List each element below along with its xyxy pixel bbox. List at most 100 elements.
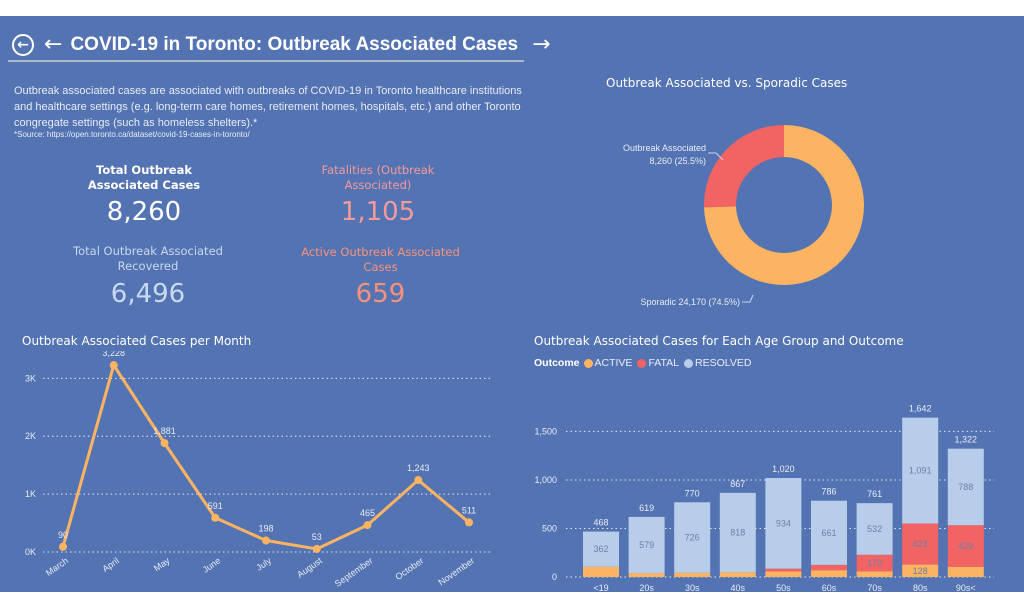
bar-ytick-label: 1,000 [534,475,557,485]
bar-segment-active [628,573,665,577]
line-chart-title: Outbreak Associated Cases per Month [22,334,252,348]
kpi-fatalities-value: 1,105 [340,197,416,227]
bar-segment-fatal [811,564,847,571]
bar-total-label: 619 [639,503,654,513]
bar-total-label: 761 [867,489,882,499]
bar-total-label: 770 [685,488,700,498]
bar-segment-fatal [902,523,939,565]
bar-total-label: 1,642 [909,404,932,414]
bar-total-label: 468 [593,518,608,528]
legend-dot-resolved [684,358,693,368]
bar-xtick-label: 70s [867,583,882,593]
line-data-label: 90 [58,530,68,540]
line-data-label: 1,243 [407,463,430,473]
bar-segment-active [947,566,984,577]
bar-xtick-label: 40s [731,583,746,593]
line-ytick-label: 0K [25,547,36,557]
line-ytick-label: 2K [25,431,36,441]
bar-segment-label: 788 [958,482,973,492]
bar-segment-active [583,566,619,577]
line-xtick-label: June [201,555,223,574]
bar-segment-active [811,570,847,577]
arrow-left-icon[interactable]: ← [44,32,63,57]
legend-dot-fatal [637,358,647,368]
bar-segment-resolved [719,492,756,573]
donut-chart: Outbreak Associated 8,260 (25.5%) Sporadic… [623,125,864,307]
bar-xtick-label: <19 [593,583,608,593]
bar-xtick-label: 90s< [956,583,976,593]
kpi-active-label: Active Outbreak Associated Cases [301,245,460,274]
line-data-label: 511 [462,505,476,515]
bar-ytick-label: 1,500 [534,426,557,436]
donut-leader-sporadic [742,294,754,303]
line-xtick-label: August [295,555,324,580]
source-note: *Source: https://open.toronto.ca/dataset… [14,130,250,139]
line-ytick-label: 1K [25,489,36,499]
bar-xtick-label: 20s [639,583,654,593]
bar-segment-resolved [628,516,665,574]
bar-segment-fatal [856,554,893,572]
kpi-fatalities-label: Fatalities (Outbreak Associated) [321,163,435,192]
line-xtick-label: October [393,555,425,582]
circle-arrow-left-icon[interactable]: ← [12,34,34,56]
bar-segment-active [719,572,756,577]
legend-item-active[interactable]: ACTIVE [583,357,633,369]
legend-title: Outcome [534,357,580,369]
donut-label-outbreak-value: 8,260 (25.5%) [649,156,706,166]
bar-chart-title: Outbreak Associated Cases for Each Age G… [534,334,904,348]
bar-ytick-label: 500 [542,523,557,533]
line-data-label: 3,228 [102,351,125,358]
bar-segment-label: 362 [593,544,608,554]
bar-segment-label: 1,091 [909,466,932,476]
line-xtick-label: July [254,555,273,573]
bar-segment-active [765,571,802,577]
line-point [262,536,270,545]
line-point [465,518,473,527]
arrow-right-icon[interactable]: → [532,32,551,57]
bar-xtick-label: 50s [776,583,791,593]
bar-segment-active [856,571,893,577]
line-point [160,439,169,448]
header-divider [8,60,524,62]
bar-segment-label: 818 [730,528,745,538]
line-xtick-label: March [44,555,70,578]
bar-xtick-label: 30s [685,583,700,593]
line-point [109,361,118,370]
line-xtick-label: May [152,555,172,573]
bar-segment-resolved [765,478,802,569]
legend-item-resolved[interactable]: RESOLVED [684,357,751,369]
legend-item-fatal[interactable]: FATAL [637,357,679,369]
line-chart: 0K 1K 2K 3K 90 March 3,228 April 1,881 May 591 June… [25,351,490,589]
bar-segment-resolved [674,502,711,573]
line-ytick-label: 3K [25,373,36,383]
line-data-label: 53 [312,532,322,542]
bar-segment-active [902,564,939,577]
bar-segment-resolved [811,500,847,565]
line-data-label: 591 [208,501,223,511]
bar-segment-active [674,572,711,577]
bar-segment-label: 532 [867,524,882,534]
bar-xtick-label: 80s [913,583,928,593]
bar-segment-label: 423 [913,539,928,549]
line-point [211,513,220,522]
donut-label-sporadic: Sporadic 24,170 (74.5%) [640,297,740,307]
donut-chart-title: Outbreak Associated vs. Sporadic Cases [606,76,848,90]
bar-chart: 0 500 1,000 1,500 362 468 <19 579 619 20s 726 770 30… [534,404,994,593]
legend-label-resolved: RESOLVED [695,357,752,369]
dashboard-panel: ← ← COVID-19 in Toronto: Outbreak Associ… [0,16,1024,593]
legend-label-active: ACTIVE [594,357,633,369]
donut-slice-outbreak-associated [704,125,784,208]
bar-segment-label: 661 [821,528,836,538]
line-point [363,521,372,530]
bar-total-label: 1,020 [772,464,795,474]
bar-total-label: 867 [730,479,745,489]
kpi-active-value: 659 [355,279,406,309]
bar-segment-resolved [856,503,893,555]
bar-total-label: 1,322 [955,435,978,445]
line-data-label: 198 [258,524,273,534]
legend-dot-active [583,358,593,368]
line-series [61,363,470,551]
bar-segment-resolved [947,448,984,526]
kpi-recovered-label: Total Outbreak Associated Recovered [73,244,223,273]
bar-segment-label: 934 [776,518,791,528]
